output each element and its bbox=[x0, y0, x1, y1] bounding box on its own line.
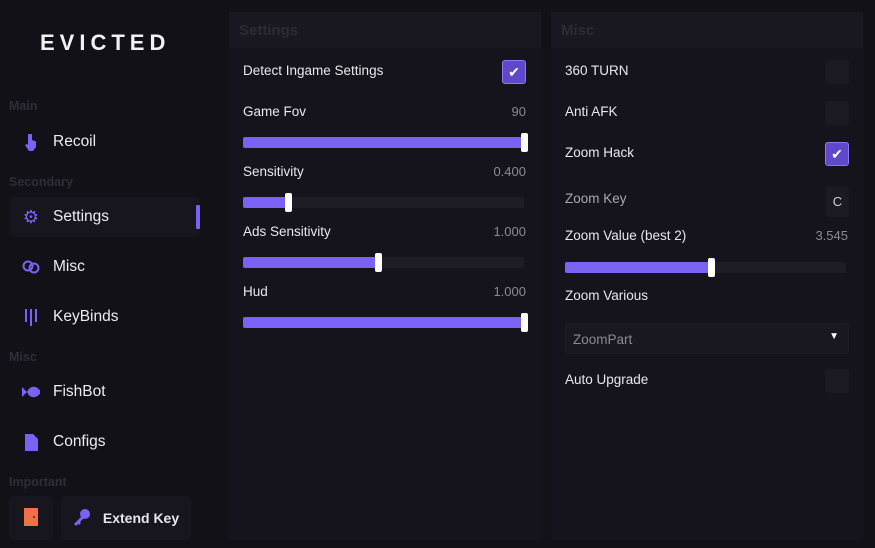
fish-icon bbox=[22, 383, 40, 401]
nav-label: KeyBinds bbox=[53, 308, 119, 325]
slider-thumb[interactable] bbox=[708, 258, 716, 277]
misc-panel: Misc bbox=[551, 12, 863, 540]
door-exit-icon bbox=[24, 507, 38, 529]
nav-label: Recoil bbox=[53, 133, 97, 150]
auto-upgrade-checkbox[interactable] bbox=[825, 369, 849, 393]
zoom-hack-checkbox[interactable]: ✔ bbox=[825, 142, 849, 166]
slider-track[interactable] bbox=[243, 253, 524, 272]
zoom-value-slider[interactable] bbox=[565, 258, 846, 277]
link-rings-icon bbox=[22, 258, 40, 276]
extend-key-label: Extend Key bbox=[102, 510, 180, 526]
afk-label: Anti AFK bbox=[565, 104, 618, 119]
zoom-key-button[interactable]: C bbox=[826, 186, 849, 217]
app-logo: EVICTED bbox=[40, 30, 171, 55]
sidebar-item-configs[interactable]: Configs bbox=[10, 422, 200, 462]
slider-thumb[interactable] bbox=[521, 313, 528, 332]
extend-key-button[interactable]: Extend Key bbox=[61, 496, 191, 540]
exit-button[interactable] bbox=[9, 496, 53, 540]
section-main: Main bbox=[9, 99, 38, 113]
detect-checkbox[interactable]: ✔ bbox=[502, 60, 526, 84]
slider-value: 0.400 bbox=[493, 164, 526, 179]
zoom-value-label: Zoom Value (best 2) bbox=[565, 228, 687, 243]
section-secondary: Secondary bbox=[9, 175, 73, 189]
file-icon bbox=[22, 433, 40, 451]
dropdown-value: ZoomPart bbox=[573, 332, 633, 347]
zoom-hack-label: Zoom Hack bbox=[565, 145, 635, 160]
slider-thumb[interactable] bbox=[284, 193, 292, 212]
sidebar-item-recoil[interactable]: Recoil bbox=[10, 122, 200, 162]
slider-label: Game Fov bbox=[243, 104, 307, 119]
zoom-various-dropdown[interactable]: ZoomPart ▼ bbox=[565, 323, 849, 354]
slider-track[interactable] bbox=[243, 313, 528, 332]
turn-label: 360 TURN bbox=[565, 63, 629, 78]
slider-label: Ads Sensitivity bbox=[243, 224, 331, 239]
sidebar-item-fishbot[interactable]: FishBot bbox=[10, 372, 200, 412]
auto-upgrade-label: Auto Upgrade bbox=[565, 372, 649, 387]
slider-thumb[interactable] bbox=[374, 253, 382, 272]
detect-label: Detect Ingame Settings bbox=[243, 63, 384, 78]
check-icon: ✔ bbox=[508, 63, 520, 80]
settings-panel: Settings bbox=[229, 12, 541, 540]
slider-thumb[interactable] bbox=[521, 133, 528, 152]
keypad-icon bbox=[22, 308, 40, 326]
afk-checkbox[interactable] bbox=[825, 101, 849, 125]
slider-label: Sensitivity bbox=[243, 164, 304, 179]
sidebar-item-misc[interactable]: Misc bbox=[10, 247, 200, 287]
nav-label: Configs bbox=[53, 433, 106, 450]
section-misc: Misc bbox=[9, 350, 37, 364]
slider-value: 90 bbox=[511, 104, 526, 119]
slider-value: 1.000 bbox=[493, 284, 526, 299]
sidebar-item-settings[interactable]: ⚙ Settings bbox=[10, 197, 200, 237]
check-icon: ✔ bbox=[831, 145, 843, 162]
sidebar-item-keybinds[interactable]: KeyBinds bbox=[10, 297, 200, 337]
section-important: Important bbox=[9, 475, 67, 489]
zoom-key-label: Zoom Key bbox=[565, 191, 627, 206]
zoom-value: 3.545 bbox=[815, 228, 848, 243]
slider-track[interactable] bbox=[243, 193, 524, 212]
panel-title: Misc bbox=[551, 12, 863, 48]
panel-title: Settings bbox=[229, 12, 541, 48]
nav-label: FishBot bbox=[53, 383, 106, 400]
slider-track[interactable] bbox=[243, 133, 528, 152]
slider-value: 1.000 bbox=[493, 224, 526, 239]
slider-label: Hud bbox=[243, 284, 268, 299]
pointer-hand-icon bbox=[22, 133, 40, 151]
turn-checkbox[interactable] bbox=[825, 60, 849, 84]
gear-icon: ⚙ bbox=[22, 206, 40, 227]
key-icon bbox=[73, 508, 91, 529]
nav-label: Misc bbox=[53, 258, 85, 275]
caret-down-icon: ▼ bbox=[829, 331, 839, 342]
nav-label: Settings bbox=[53, 208, 110, 225]
active-indicator bbox=[196, 205, 200, 229]
zoom-various-label: Zoom Various bbox=[565, 288, 649, 303]
